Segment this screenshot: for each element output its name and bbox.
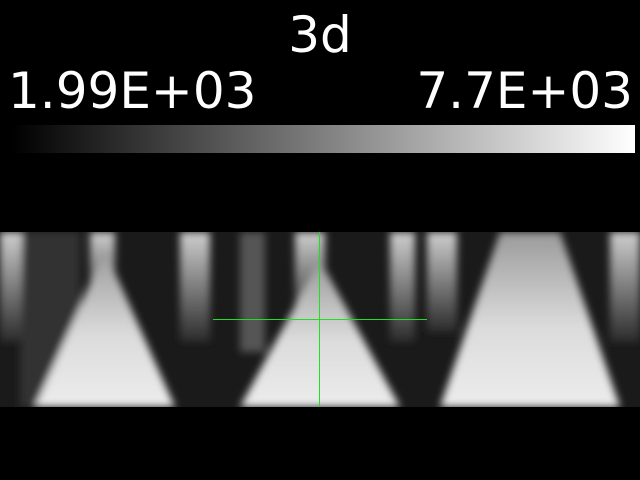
colorbar — [12, 125, 635, 153]
title: 3d — [288, 6, 352, 64]
image — [0, 232, 640, 407]
colorbar-min-label: 1.99E+03 — [8, 62, 256, 120]
colorbar-max-label: 7.7E+03 — [416, 62, 633, 120]
